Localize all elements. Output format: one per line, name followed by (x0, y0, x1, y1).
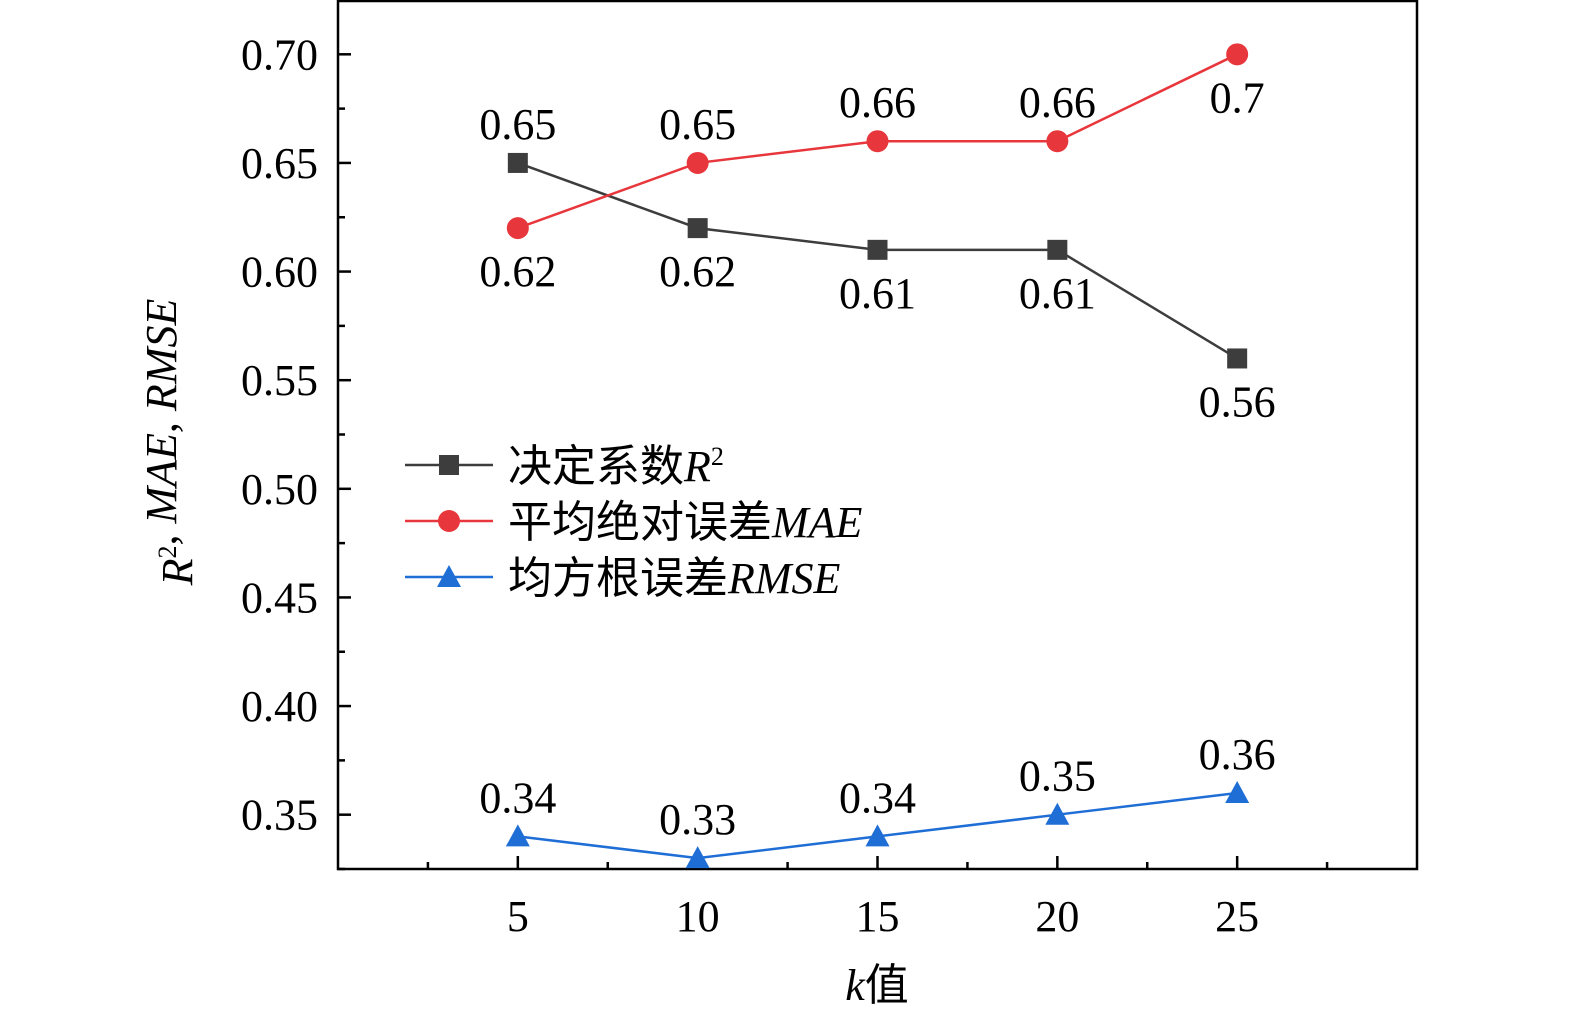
y-tick-label: 0.35 (241, 791, 318, 840)
data-point-square (439, 455, 459, 475)
y-tick-label: 0.70 (241, 30, 318, 79)
y-axis-title-part: , (137, 523, 186, 545)
data-point-circle (438, 510, 460, 532)
y-tick-label: 0.45 (241, 573, 318, 622)
data-label: 0.62 (659, 247, 736, 296)
legend-item-1: 平均绝对误差MAE (405, 498, 863, 547)
data-label: 0.61 (1019, 269, 1096, 318)
y-tick-label: 0.65 (241, 139, 318, 188)
legend-item-2: 均方根误差RMSE (405, 554, 841, 603)
y-axis-title-part: R (153, 558, 202, 586)
data-point-square (1227, 348, 1248, 369)
data-label: 0.7 (1210, 73, 1265, 122)
y-tick-label: 0.60 (241, 248, 318, 297)
legend-item-0: 决定系数R2 (405, 442, 724, 491)
x-axis-title-variable: k (845, 961, 866, 1010)
data-point-triangle (505, 824, 530, 847)
data-label: 0.34 (479, 773, 556, 822)
x-tick-label: 20 (1035, 892, 1079, 941)
data-point-circle (1046, 130, 1069, 153)
data-point-square (687, 218, 708, 239)
data-point-square (867, 239, 888, 260)
data-label: 0.35 (1019, 752, 1096, 801)
data-point-circle (1226, 43, 1249, 66)
data-label: 0.56 (1199, 377, 1276, 426)
legend-label-cn: 均方根误差 (508, 554, 728, 603)
legend-label-superscript: 2 (711, 442, 724, 471)
data-label: 0.61 (839, 269, 916, 318)
chart-axes: 0.35 0.40 0.45 0.50 0.55 0.60 0.65 0.70 5 10 15 20 2… (241, 0, 1419, 941)
x-tick-label: 10 (676, 892, 720, 941)
data-point-circle (866, 130, 889, 153)
legend-label-symbol: RMSE (727, 554, 841, 603)
data-label: 0.36 (1199, 730, 1276, 779)
legend-label-symbol: MAE (771, 498, 863, 547)
series-2: 0.34 0.33 0.34 0.35 0.36 (479, 730, 1276, 869)
data-point-triangle (1225, 780, 1250, 803)
data-label: 0.66 (839, 78, 916, 127)
data-label: 0.33 (659, 795, 736, 844)
x-tick-label: 25 (1215, 892, 1259, 941)
legend-label: 决定系数R2 (508, 442, 724, 491)
data-label: 0.66 (1019, 78, 1096, 127)
legend-label-cn: 决定系数 (508, 442, 684, 491)
y-axis-title-part: RMSE (137, 299, 186, 413)
y-axis-title-part: 2 (153, 545, 182, 558)
series-0: 0.65 0.62 0.61 0.61 0.56 (479, 100, 1275, 427)
legend-label-cn: 平均绝对误差 (508, 498, 772, 547)
data-label: 0.65 (659, 100, 736, 149)
y-axis-title-part: MAE (137, 433, 186, 525)
y-tick-label: 0.50 (241, 465, 318, 514)
x-tick-label: 5 (507, 892, 529, 941)
data-point-square (507, 152, 528, 173)
legend-label: 平均绝对误差MAE (508, 498, 863, 547)
y-tick-label: 0.40 (241, 682, 318, 731)
data-point-triangle (1045, 802, 1070, 825)
data-point-triangle (685, 846, 710, 869)
series-line (517, 161, 1238, 360)
series-layer: 0.650.62 0.61 0.610.560.620.65 0.66 0.66 0.70… (479, 43, 1276, 869)
x-axis-title: k值 (845, 961, 909, 1010)
x-axis-title-suffix: 值 (865, 961, 909, 1010)
y-axis-title: R2, MAE, RMSE (137, 299, 202, 587)
y-axis-title-part: , (137, 411, 186, 433)
y-tick-label: 0.55 (241, 356, 318, 405)
data-label: 0.34 (839, 773, 916, 822)
data-label: 0.65 (479, 100, 556, 149)
data-point-square (1047, 239, 1068, 260)
legend-label: 均方根误差RMSE (508, 554, 841, 603)
data-point-triangle (865, 824, 890, 847)
data-point-triangle (437, 565, 461, 587)
data-point-circle (506, 217, 529, 240)
legend-label-symbol: R (683, 442, 711, 491)
data-label: 0.62 (479, 247, 556, 296)
series-1: 0.62 0.65 0.66 0.66 0.7 (479, 43, 1265, 296)
x-tick-label: 15 (856, 892, 900, 941)
legend: 决定系数R2 平均绝对误差MAE 均方根误差RMSE (405, 442, 863, 603)
data-point-circle (686, 151, 709, 174)
